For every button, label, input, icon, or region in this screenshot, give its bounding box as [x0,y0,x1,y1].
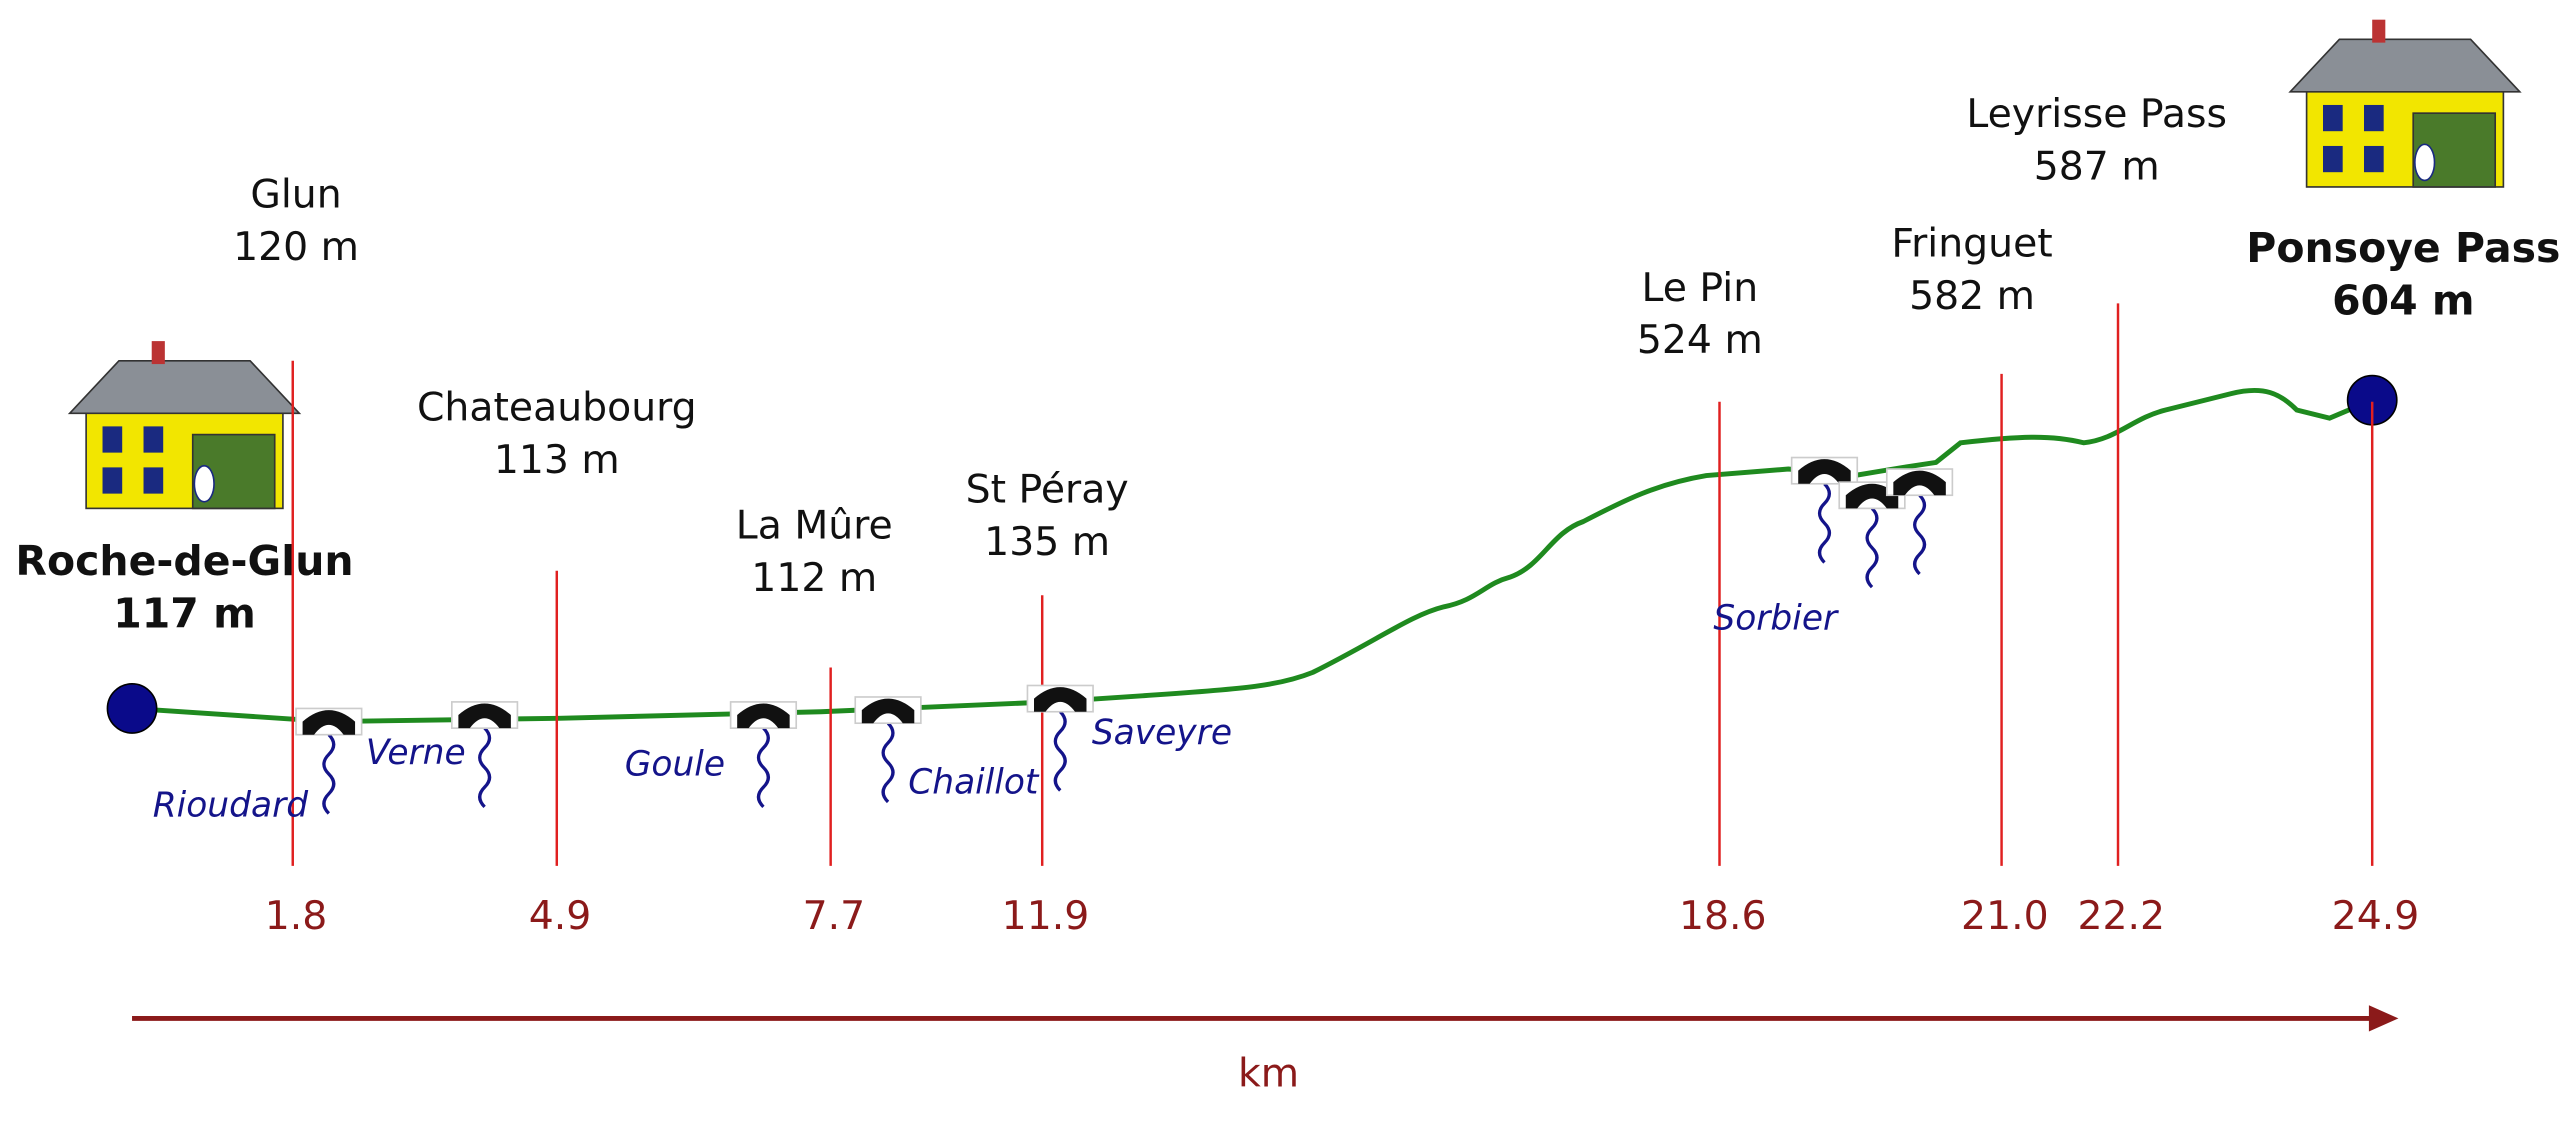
stream-wave [881,721,895,804]
bridge-icon [854,696,922,725]
waypoint-name: St Péray [966,466,1129,512]
km-label: 24.9 [2332,893,2420,939]
stream-name: Saveyre [1092,713,1232,753]
stream-name: Goule [625,744,725,784]
waypoint-elevation: 113 m [494,437,620,483]
waypoint-name: Fringuet [1891,220,2052,266]
waypoint-name: Chateaubourg [417,384,697,430]
stream-wave [322,733,336,816]
waypoint-name: Glun [250,171,341,217]
start-elevation: 117 m [113,590,256,638]
stream-wave [1053,710,1067,793]
bridge-icon [1790,456,1859,485]
waypoint-elevation: 135 m [984,519,1110,565]
stream-name: Chaillot [908,762,1040,802]
start-house [68,340,301,510]
stream-wave [1865,506,1879,589]
end-house [2289,18,2521,188]
bridge-icon [295,707,363,736]
arrow-head [2368,1005,2399,1032]
stream-wave [1913,493,1927,576]
axis-label: km [1238,1050,1299,1096]
km-label: 21.0 [1961,893,2049,939]
waypoint-elevation: 604 m [2332,276,2475,324]
waypoint-elevation: 582 m [1909,273,2035,319]
km-label: 18.6 [1679,893,1767,939]
start-point [106,683,158,734]
waypoint-name: Leyrisse Pass [1966,91,2227,137]
profile-line [131,387,2374,725]
bridge-icon [451,701,519,729]
start-name: Roche-de-Glun [15,537,353,585]
km-label: 11.9 [1002,893,1090,939]
km-label: 4.9 [529,893,592,939]
waypoint-elevation: 524 m [1637,317,1763,363]
stream-name: Rioudard [153,785,308,825]
waypoint-name: La Mûre [736,503,893,549]
km-label: 1.8 [265,893,328,939]
km-label: 7.7 [803,893,866,939]
waypoint-elevation: 120 m [233,224,359,270]
waypoint-elevation: 587 m [2034,143,2160,189]
waypoint-name: Le Pin [1641,265,1758,311]
bridge-icon [729,701,798,729]
stream-wave [1817,482,1832,565]
stream-wave [756,726,770,809]
waypoint-elevation: 112 m [751,555,877,601]
km-label: 22.2 [2077,893,2165,939]
stream-name: Verne [366,733,466,773]
bridge-icon [1026,684,1094,713]
stream-name: Sorbier [1713,598,1839,638]
waypoint-name: Ponsoye Pass [2246,224,2560,272]
bridge-icon [1885,468,1954,497]
stream-wave [478,726,492,809]
